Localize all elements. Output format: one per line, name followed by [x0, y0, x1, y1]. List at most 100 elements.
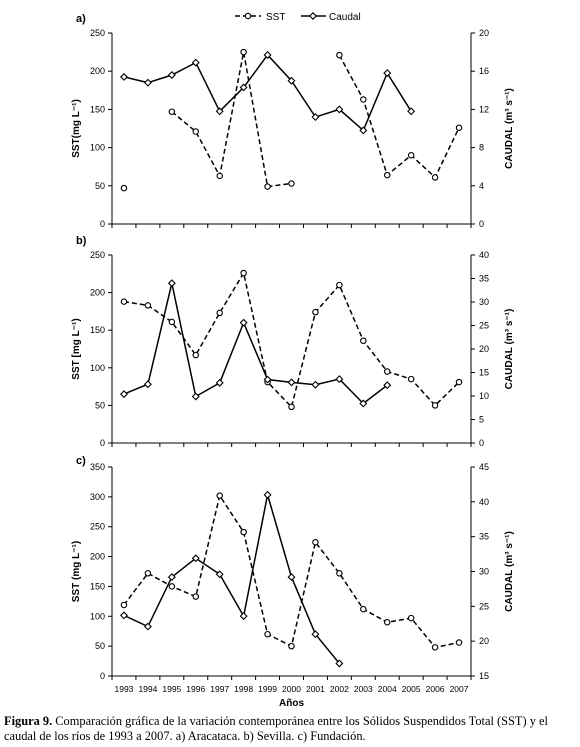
- left-tick-label: 250: [90, 250, 105, 260]
- left-tick-label: 50: [95, 641, 105, 651]
- data-point-caudal-2002: [335, 105, 344, 114]
- data-point-caudal-1993: [119, 72, 128, 81]
- data-point-caudal-1993: [119, 390, 128, 399]
- series-caudal: [119, 279, 392, 408]
- left-tick-label: 200: [90, 288, 105, 298]
- data-point-caudal-1993: [119, 611, 128, 620]
- data-point-sst-1993: [120, 601, 128, 609]
- right-tick-label: 25: [479, 601, 489, 611]
- left-tick-label: 150: [90, 104, 105, 114]
- series-line-caudal: [123, 283, 388, 405]
- data-point-caudal-1997: [215, 570, 224, 579]
- data-point-sst-1998: [240, 48, 247, 56]
- right-tick-label: 4: [479, 181, 484, 191]
- data-point-caudal-2001: [311, 380, 320, 389]
- data-point-caudal-2003: [359, 399, 368, 408]
- series-line-sst: [171, 51, 292, 188]
- data-point-caudal-1999: [263, 375, 272, 384]
- data-point-caudal-2005: [407, 107, 416, 116]
- left-tick-label: 50: [95, 400, 105, 410]
- right-tick-label: 45: [479, 462, 489, 472]
- right-tick-label: 40: [479, 250, 489, 260]
- right-axis-title: CAUDAL (m³ s⁻¹): [504, 531, 515, 612]
- series-line-sst: [123, 493, 460, 649]
- data-point-sst-2006: [431, 644, 439, 651]
- data-point-sst-1993: [120, 298, 128, 305]
- data-point-sst-2000: [288, 403, 295, 411]
- data-point-caudal-1997: [215, 107, 224, 116]
- data-point-sst-1994: [144, 302, 152, 309]
- right-tick-label: 8: [479, 143, 484, 153]
- x-tick-label: 1999: [258, 684, 277, 694]
- data-point-caudal-1995: [167, 71, 176, 79]
- data-point-caudal-1998: [239, 83, 248, 92]
- data-point-caudal-1994: [143, 380, 152, 389]
- data-point-sst-2001: [312, 538, 319, 546]
- data-point-caudal-1999: [263, 50, 272, 59]
- data-point-caudal-2002: [335, 659, 344, 668]
- left-axis-title: SST (mg L⁻¹): [71, 541, 82, 602]
- data-point-caudal-2000: [287, 76, 296, 85]
- right-tick-label: 20: [479, 28, 489, 38]
- series-line-caudal: [123, 494, 340, 664]
- left-tick-label: 150: [90, 581, 105, 591]
- right-axis-title: CAUDAL (m³ s⁻¹): [504, 309, 515, 390]
- series-sst: [120, 492, 463, 651]
- data-point-caudal-2001: [311, 630, 320, 639]
- figure-chart: SST Caudal a)050100150200250048121620SST(…: [71, 12, 515, 709]
- left-tick-label: 200: [90, 552, 105, 562]
- data-point-caudal-2004: [383, 381, 392, 390]
- data-point-sst-1998: [240, 528, 247, 536]
- left-tick-label: 100: [90, 143, 105, 153]
- data-point-caudal-1999: [263, 490, 272, 499]
- chart-panel-1: a) 0 50 100 150 200 250 0 4 8 12 16 20 SST(mg L⁻¹) CAU…: [71, 13, 515, 229]
- data-point-caudal-2000: [287, 573, 296, 582]
- data-point-sst-2003: [360, 96, 367, 103]
- x-tick-label: 2000: [282, 684, 301, 694]
- left-tick-label: 0: [100, 671, 105, 681]
- right-tick-label: 20: [479, 344, 489, 354]
- series-caudal: [119, 490, 344, 668]
- chart-panel-2: b) 0 50 100 150 200 250 0 5 10 15 20 25 30 35 40 SST [mg…: [71, 235, 515, 448]
- legend-sst-label: SST: [266, 12, 285, 23]
- x-tick-label: 2006: [426, 684, 445, 694]
- series-sst: [120, 48, 463, 192]
- data-point-caudal-1997: [215, 378, 224, 387]
- left-tick-label: 250: [90, 522, 105, 532]
- x-tick-label: 2004: [378, 684, 397, 694]
- data-point-sst-1996: [192, 128, 200, 135]
- right-tick-label: 40: [479, 497, 489, 507]
- data-point-sst-2003: [360, 337, 367, 344]
- x-tick-label: 2005: [402, 684, 421, 694]
- data-point-sst-1996: [192, 351, 200, 359]
- x-tick-label: 1998: [234, 684, 253, 694]
- data-point-caudal-1998: [239, 612, 248, 621]
- data-point-sst-2003: [360, 605, 367, 613]
- data-point-sst-1999: [264, 183, 271, 190]
- data-point-sst-1993: [120, 184, 128, 192]
- data-point-sst-1995: [168, 318, 176, 326]
- data-point-sst-2002: [336, 570, 343, 577]
- left-tick-label: 350: [90, 462, 105, 472]
- right-tick-label: 0: [479, 438, 484, 448]
- chart-legend: SST Caudal: [235, 12, 361, 23]
- right-tick-label: 30: [479, 297, 489, 307]
- left-tick-label: 0: [100, 219, 105, 229]
- series-sst: [120, 269, 463, 411]
- data-point-caudal-1995: [167, 573, 176, 582]
- data-point-sst-2000: [288, 180, 295, 187]
- right-tick-label: 10: [479, 391, 489, 401]
- left-axis-title: SST(mg L⁻¹): [71, 99, 82, 158]
- x-tick-label: 1993: [115, 684, 134, 694]
- left-tick-label: 250: [90, 28, 105, 38]
- x-tick-label: 2007: [450, 684, 469, 694]
- data-point-caudal-1994: [143, 78, 152, 87]
- left-tick-label: 300: [90, 492, 105, 502]
- data-point-sst-2005: [407, 375, 415, 383]
- right-tick-label: 15: [479, 368, 489, 378]
- data-point-sst-2005: [407, 151, 415, 159]
- data-point-sst-1997: [216, 492, 223, 499]
- panel-label: b): [76, 235, 87, 247]
- data-point-sst-1997: [216, 172, 223, 180]
- data-point-sst-2004: [383, 171, 391, 179]
